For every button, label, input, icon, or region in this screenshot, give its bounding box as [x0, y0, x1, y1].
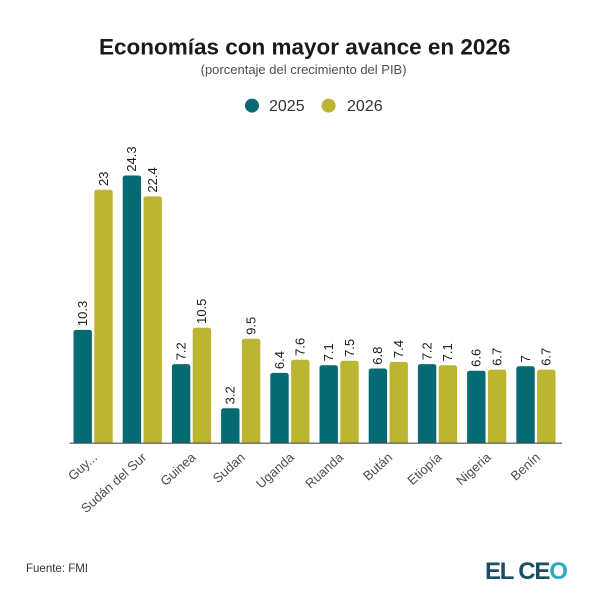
svg-text:24.3: 24.3: [124, 146, 139, 171]
svg-text:Economías con mayor avance en: Economías con mayor avance en 2026: [99, 34, 510, 59]
svg-text:10.5: 10.5: [194, 299, 209, 324]
svg-text:2025: 2025: [269, 98, 305, 115]
svg-text:Fuente: FMI: Fuente: FMI: [26, 563, 88, 575]
svg-text:7.4: 7.4: [391, 340, 406, 358]
svg-text:6.8: 6.8: [370, 347, 385, 365]
svg-text:7.2: 7.2: [173, 342, 188, 360]
svg-text:9.5: 9.5: [243, 317, 258, 335]
svg-text:7.2: 7.2: [419, 342, 434, 360]
svg-text:6.7: 6.7: [539, 348, 554, 366]
svg-text:7.1: 7.1: [321, 343, 336, 361]
svg-text:3.2: 3.2: [223, 386, 238, 404]
svg-text:(porcentaje del crecimiento de: (porcentaje del crecimiento del PIB): [201, 62, 407, 77]
svg-text:6.4: 6.4: [272, 351, 287, 369]
svg-text:23: 23: [96, 172, 111, 186]
svg-text:6.6: 6.6: [469, 349, 484, 367]
svg-text:7.5: 7.5: [342, 339, 357, 357]
svg-text:10.3: 10.3: [75, 301, 90, 326]
svg-text:2026: 2026: [347, 98, 383, 115]
svg-text:22.4: 22.4: [145, 167, 160, 192]
svg-text:EL CEO: EL CEO: [485, 558, 567, 585]
svg-text:7: 7: [518, 355, 533, 362]
svg-text:7.1: 7.1: [440, 343, 455, 361]
svg-text:7.6: 7.6: [293, 338, 308, 356]
svg-text:6.7: 6.7: [489, 348, 504, 366]
